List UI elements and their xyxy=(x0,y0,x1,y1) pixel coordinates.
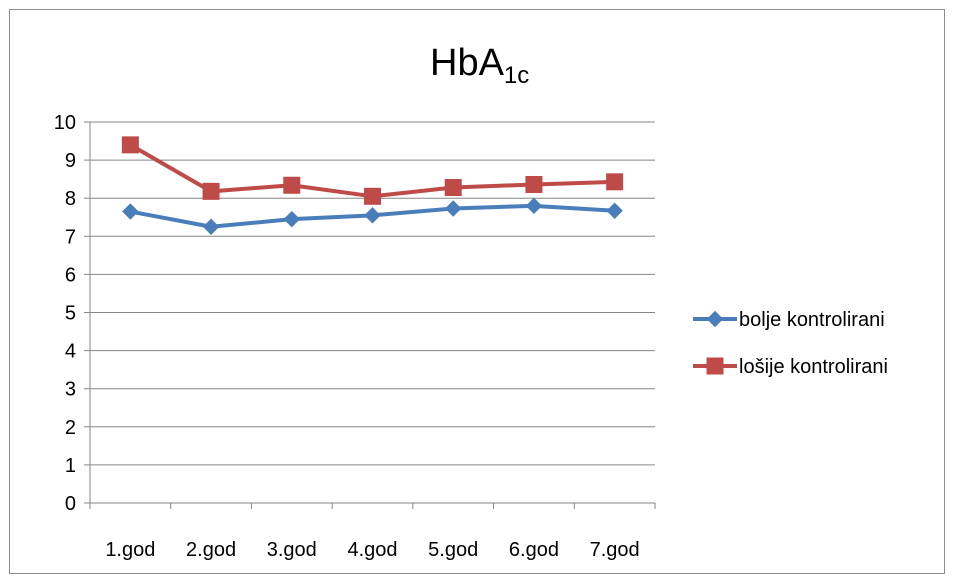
x-tick-label: 7.god xyxy=(590,539,640,561)
square-marker xyxy=(283,176,301,194)
diamond-marker xyxy=(525,197,543,215)
x-tick-label: 5.god xyxy=(428,539,478,561)
legend-diamond-marker xyxy=(706,310,724,328)
legend-label: bolje kontrolirani xyxy=(739,309,885,331)
diamond-marker xyxy=(122,203,139,220)
y-tick-label: 8 xyxy=(65,188,76,210)
diamond-marker xyxy=(283,210,300,228)
gridlines xyxy=(90,121,655,466)
x-tick-label: 3.god xyxy=(267,539,317,561)
square-marker xyxy=(364,187,381,205)
y-tick-label: 5 xyxy=(65,303,76,325)
chart-title-subscript: 1c xyxy=(503,62,530,89)
series-markers xyxy=(121,136,624,235)
y-tick-label: 6 xyxy=(65,264,76,286)
y-tick-label: 2 xyxy=(65,417,76,439)
chart-title-main: HbA xyxy=(430,42,504,84)
square-marker xyxy=(121,136,139,154)
legend: bolje kontrolirani lošije kontrolirani xyxy=(693,309,888,378)
y-tick-label: 10 xyxy=(54,112,76,134)
axes xyxy=(84,121,656,509)
diamond-marker xyxy=(202,218,220,235)
y-tick-label: 0 xyxy=(65,493,76,515)
y-tick-label: 9 xyxy=(65,150,76,172)
diamond-marker xyxy=(364,207,381,224)
y-tick-label: 4 xyxy=(65,341,76,363)
diamond-marker xyxy=(445,200,462,217)
legend-square-marker xyxy=(706,357,724,375)
square-marker xyxy=(202,182,220,200)
chart-frame xyxy=(9,9,945,574)
x-tick-label: 4.god xyxy=(347,539,397,561)
x-tick-label: 6.god xyxy=(509,539,559,561)
square-marker xyxy=(444,179,462,197)
chart-title: HbA1c xyxy=(430,44,529,88)
x-tick-label: 1.god xyxy=(105,539,155,561)
y-tick-label: 7 xyxy=(65,226,76,248)
square-marker xyxy=(606,173,624,191)
y-tick-labels: 0 1 2 3 4 5 6 7 8 9 10 xyxy=(54,112,76,515)
legend-label: lošije kontrolirani xyxy=(739,356,888,378)
x-tick-labels: 1.god 2.god 3.god 4.god 5.god 6.god 7.god xyxy=(105,539,639,561)
x-tick-label: 2.god xyxy=(186,539,236,561)
y-tick-label: 1 xyxy=(65,455,76,477)
square-marker xyxy=(525,175,543,193)
diamond-marker xyxy=(606,202,623,219)
y-tick-label: 3 xyxy=(65,379,76,401)
